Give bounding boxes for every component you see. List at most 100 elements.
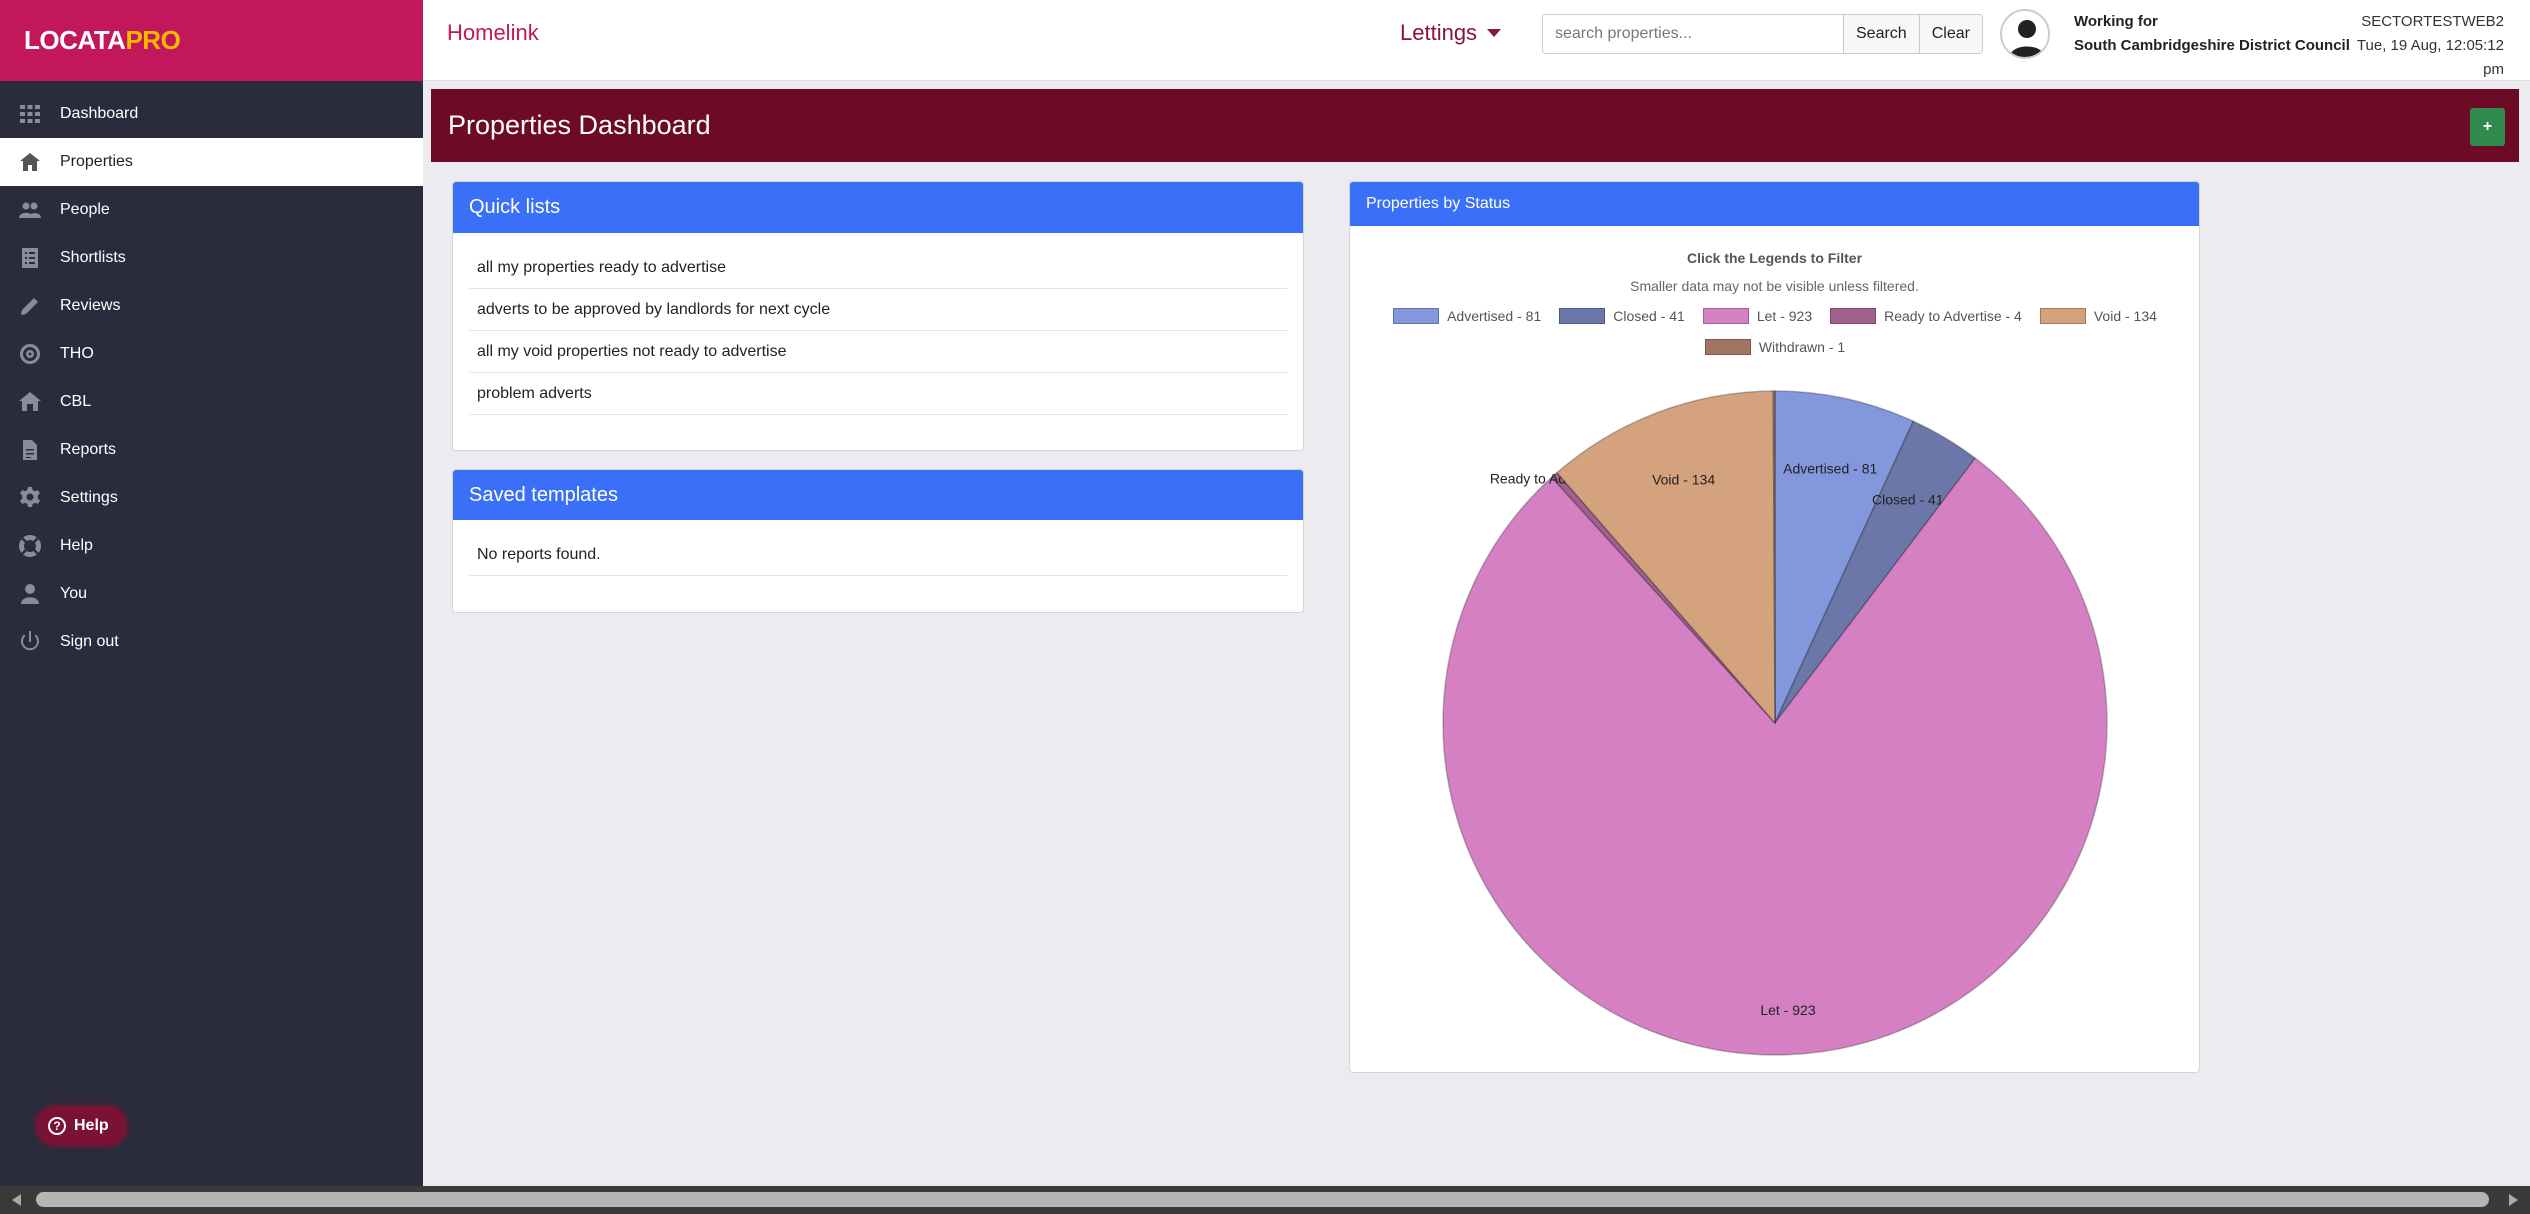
home-icon (0, 150, 60, 174)
locatapro-logo[interactable]: LOCATAPRO (24, 25, 181, 56)
grid-icon (0, 102, 60, 126)
sidebar-item-label: THO (60, 345, 94, 362)
legend-label: Let - 923 (1756, 307, 1813, 324)
working-for-block: Working for South Cambridgeshire Distric… (2074, 10, 2350, 58)
sidebar-item-cbl[interactable]: CBL (0, 378, 423, 426)
user-avatar-icon (2010, 20, 2044, 57)
legend-swatch (1702, 307, 1749, 324)
app-title[interactable]: Homelink (447, 20, 539, 45)
pie-slice-advertised[interactable] (1774, 390, 1915, 724)
sidebar-item-settings[interactable]: Settings (0, 474, 423, 522)
sidebar-item-label: You (60, 585, 87, 602)
sidebar-item-label: Reports (60, 441, 117, 458)
datetime: Tue, 19 Aug, 12:05:12 (2356, 37, 2504, 54)
server-name: SECTORTESTWEB2 (2361, 13, 2504, 30)
list-icon (0, 246, 60, 270)
clear-button[interactable]: Clear (1918, 15, 1982, 53)
page-header: Properties Dashboard + (431, 89, 2519, 162)
search-input[interactable] (1543, 15, 1843, 53)
saved-templates-title: Saved templates (453, 470, 1303, 520)
sidebar-item-dashboard[interactable]: Dashboard (0, 90, 423, 138)
sidebar-item-label: CBL (60, 393, 92, 410)
sidebar-item-reports[interactable]: Reports (0, 426, 423, 474)
legend-swatch (1704, 338, 1751, 355)
pie-slice-closed[interactable] (1774, 420, 1977, 724)
legend-item[interactable]: Advertised - 81 (1393, 306, 1541, 325)
sidebar-item-label: Help (60, 537, 93, 554)
sidebar-item-reviews[interactable]: Reviews (0, 282, 423, 330)
document-icon (0, 438, 60, 462)
quick-list-item[interactable]: problem adverts (469, 373, 1287, 415)
gear-icon (0, 486, 60, 510)
sidebar-item-label: Shortlists (60, 249, 126, 266)
avatar[interactable] (2000, 9, 2050, 59)
sidebar-item-you[interactable]: You (0, 570, 423, 618)
chart-legend: Advertised - 81 Closed - 41 Let - 923 Ready… (1380, 306, 2170, 356)
pie-slice-ready-to-advertise[interactable] (1550, 471, 1776, 724)
search-button[interactable]: Search (1843, 15, 1919, 53)
legend-label: Withdrawn - 1 (1758, 338, 1846, 355)
working-for-label: Working for (2074, 13, 2158, 30)
page-title: Properties Dashboard (448, 110, 711, 140)
user-icon (0, 582, 60, 606)
help-button-label: Help (74, 1117, 109, 1134)
saved-templates-list: No reports found. (453, 520, 1303, 576)
logo-accent-text: PRO (125, 25, 181, 55)
power-icon (0, 630, 60, 654)
pie-slice-label: Let - 923 (1760, 1002, 1815, 1018)
add-button[interactable]: + (2470, 108, 2505, 146)
quick-lists: all my properties ready to advertise adve… (453, 233, 1303, 415)
sidebar-item-sign-out[interactable]: Sign out (0, 618, 423, 666)
scroll-right-icon[interactable] (2509, 1194, 2518, 1206)
legend-item[interactable]: Ready to Advertise - 4 (1830, 306, 2022, 325)
legend-label: Closed - 41 (1613, 307, 1685, 324)
module-dropdown-label: Lettings (1400, 20, 1478, 45)
pie-slice-label: Void - 134 (1652, 471, 1715, 487)
question-icon: ? (48, 1117, 66, 1135)
legend-swatch (2039, 307, 2086, 324)
organisation-name: South Cambridgeshire District Council (2074, 37, 2350, 54)
legend-swatch (1830, 307, 1877, 324)
legend-label: Void - 134 (2093, 307, 2157, 324)
help-floating-button[interactable]: ? Help (36, 1106, 127, 1146)
module-dropdown[interactable]: Lettings (1400, 20, 1502, 46)
sidebar-item-properties[interactable]: Properties (0, 138, 423, 186)
sidebar-item-label: Settings (60, 489, 118, 506)
sidebar-item-label: Sign out (60, 633, 119, 650)
quick-list-item[interactable]: all my properties ready to advertise (469, 247, 1287, 289)
legend-item[interactable]: Void - 134 (2039, 306, 2157, 325)
chart-hint-small-data: Smaller data may not be visible unless f… (1630, 278, 1919, 294)
legend-item[interactable]: Let - 923 (1702, 306, 1813, 325)
legend-label: Advertised - 81 (1447, 307, 1542, 324)
sidebar: LOCATAPRO Dashboard Properties People Short… (0, 0, 423, 1186)
search-group: Search Clear (1542, 14, 1983, 54)
target-icon (0, 342, 60, 366)
legend-item[interactable]: Closed - 41 (1559, 306, 1685, 325)
chart-hint-filter: Click the Legends to Filter (1686, 250, 1863, 266)
quick-list-item[interactable]: all my void properties not ready to adve… (469, 331, 1287, 373)
lifebuoy-icon (0, 534, 60, 558)
quick-list-item[interactable]: adverts to be approved by landlords for … (469, 289, 1287, 331)
pie-slice-void[interactable] (1555, 390, 1776, 726)
legend-swatch (1559, 307, 1606, 324)
horizontal-scrollbar[interactable] (0, 1186, 2530, 1214)
datetime-suffix: pm (2483, 61, 2504, 78)
sidebar-item-label: Properties (60, 153, 133, 170)
sidebar-item-tho[interactable]: THO (0, 330, 423, 378)
pie-slice-let[interactable] (1442, 457, 2108, 1056)
scroll-left-icon[interactable] (12, 1194, 21, 1206)
quick-lists-title: Quick lists (453, 182, 1303, 233)
empty-message: No reports found. (469, 534, 1287, 576)
legend-label: Ready to Advertise - 4 (1884, 307, 2022, 324)
people-icon (0, 198, 60, 222)
pie-slice-withdrawn[interactable] (1772, 390, 1776, 724)
scrollbar-thumb[interactable] (36, 1192, 2489, 1207)
house-icon (0, 390, 60, 414)
legend-item[interactable]: Withdrawn - 1 (1704, 337, 1846, 356)
top-bar: Homelink Lettings Search Clear Working f… (423, 0, 2530, 81)
sidebar-item-shortlists[interactable]: Shortlists (0, 234, 423, 282)
sidebar-item-people[interactable]: People (0, 186, 423, 234)
logo-area: LOCATAPRO (0, 0, 423, 81)
sidebar-item-help[interactable]: Help (0, 522, 423, 570)
